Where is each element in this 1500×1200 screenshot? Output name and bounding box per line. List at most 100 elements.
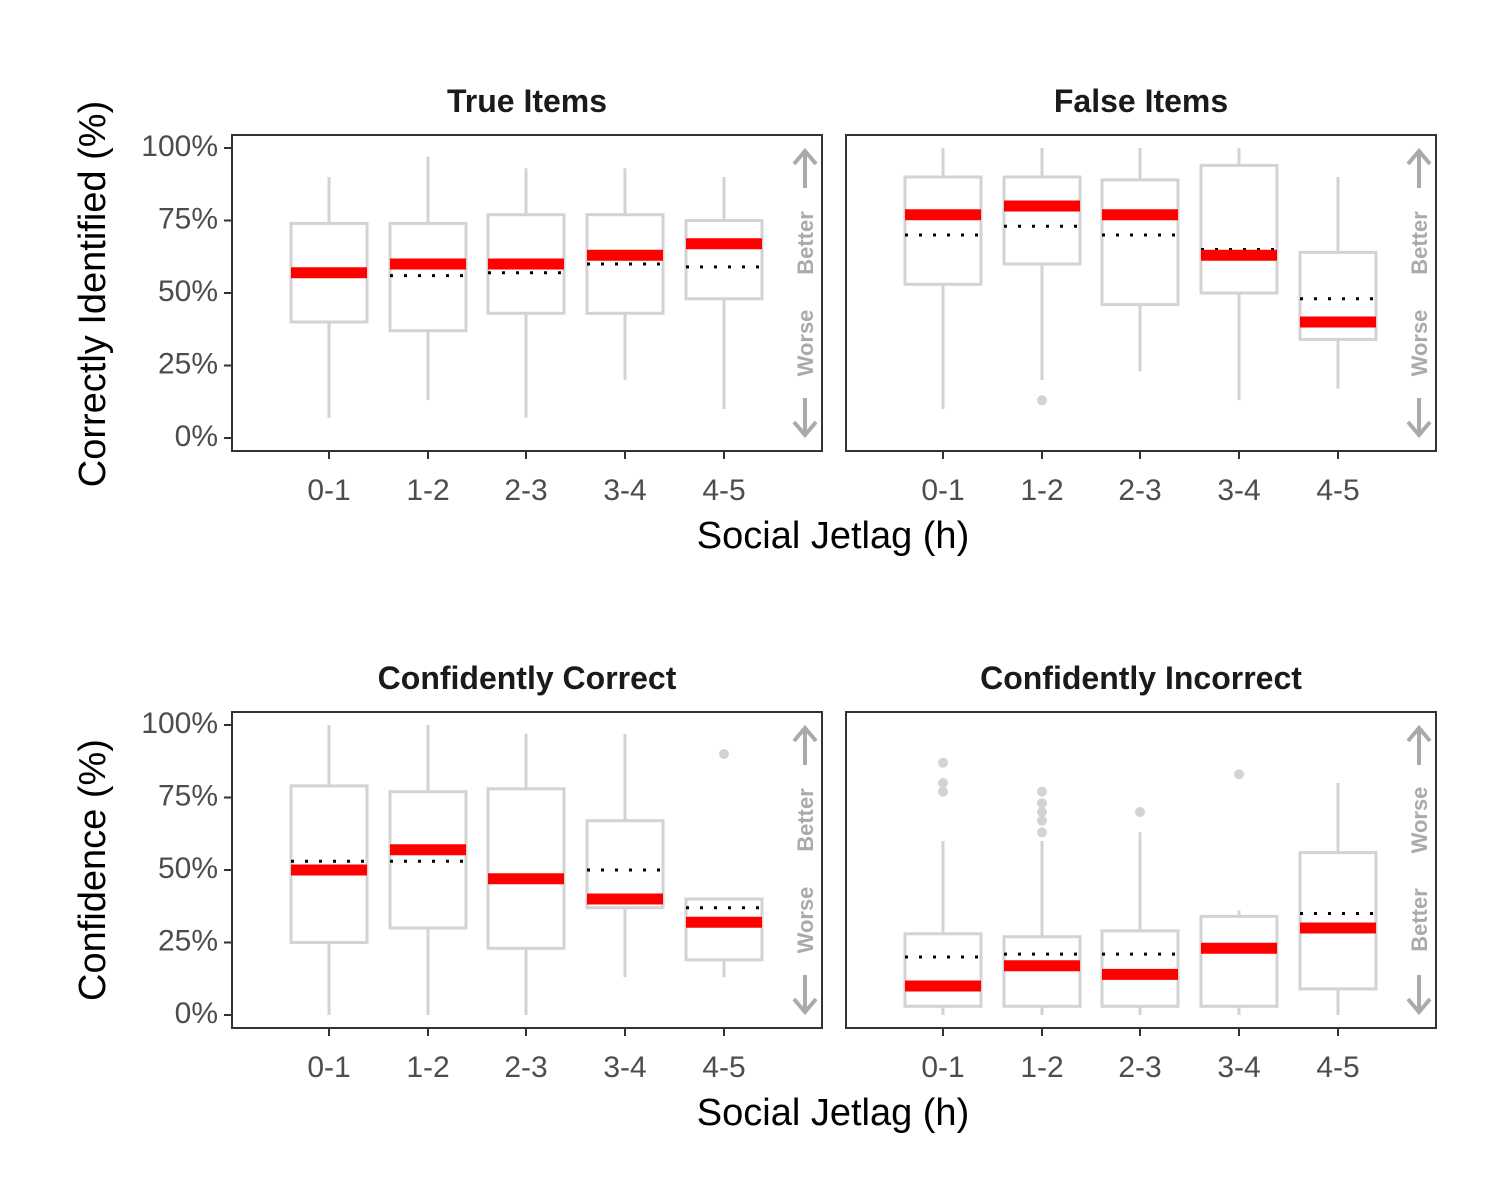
x-tick-label: 2-3	[504, 1051, 547, 1084]
direction-label-top: Better	[793, 788, 818, 852]
box-2-3	[1100, 807, 1180, 1015]
panels: True Items 0% 25% 50% 75% 100% 0-1 1-2 2-3 3-4 4-5…	[141, 83, 1437, 1084]
box-3-4	[1199, 148, 1279, 401]
arrow-down-icon	[792, 997, 818, 1016]
x-tick-label: 2-3	[1118, 474, 1161, 507]
x-tick-label: 1-2	[406, 1051, 449, 1084]
box-iqr	[1100, 178, 1180, 307]
x-tick-label: 1-2	[406, 474, 449, 507]
direction-annotation: Better Worse	[792, 724, 818, 1016]
panel-title: False Items	[1054, 83, 1228, 119]
x-tick-label: 0-1	[921, 474, 964, 507]
box-4-5	[684, 177, 764, 409]
box-iqr	[1100, 929, 1180, 1008]
y-axis-title-bottom: Confidence (%)	[72, 739, 114, 1001]
box-iqr	[903, 932, 983, 1008]
panel-frame	[845, 134, 1437, 452]
panel-3: Confidently Correct 0% 25% 50% 75% 100% 0-1 1-2…	[141, 660, 823, 1084]
direction-label-top: Worse	[1407, 787, 1432, 854]
x-tick-label: 4-5	[1316, 1051, 1359, 1084]
y-tick-label: 75%	[158, 202, 218, 235]
outlier-point	[938, 757, 948, 768]
y-tick-label: 75%	[158, 779, 218, 812]
x-tick-label: 0-1	[307, 474, 350, 507]
box-1-2	[388, 725, 468, 1015]
panel-4: Confidently Incorrect 0-1 1-2 2-3 3-4 4-5 Wors…	[845, 660, 1437, 1084]
arrow-up-icon	[1406, 147, 1432, 166]
box-1-2	[388, 156, 468, 401]
box-iqr	[289, 784, 369, 945]
outlier-point	[1234, 769, 1244, 780]
box-2-3	[486, 168, 566, 418]
x-axis-title-bottom: Social Jetlag (h)	[697, 1092, 969, 1134]
outlier-point	[1037, 815, 1047, 826]
box-iqr	[388, 221, 468, 333]
direction-label-bottom: Worse	[1407, 310, 1432, 377]
arrow-down-icon	[1406, 997, 1432, 1016]
y-tick-label: 50%	[158, 275, 218, 308]
x-tick-label: 1-2	[1020, 1051, 1063, 1084]
x-tick-label: 3-4	[603, 1051, 646, 1084]
y-axis-title-top: Correctly Identified (%)	[72, 101, 114, 487]
outlier-point	[938, 786, 948, 797]
box-0-1	[289, 725, 369, 1015]
box-iqr	[1199, 914, 1279, 1008]
panel-2: False Items 0-1 1-2 2-3 3-4 4-5 Better Worse	[845, 83, 1437, 507]
direction-annotation: Better Worse	[1406, 147, 1432, 439]
box-0-1	[289, 177, 369, 418]
x-tick-label: 3-4	[603, 474, 646, 507]
x-tick-label: 3-4	[1217, 474, 1260, 507]
direction-label-bottom: Worse	[793, 887, 818, 954]
arrow-down-icon	[792, 420, 818, 439]
x-tick-label: 0-1	[921, 1051, 964, 1084]
panel-title: Confidently Correct	[378, 660, 677, 696]
outlier-point	[1037, 786, 1047, 797]
box-4-5	[684, 749, 764, 978]
x-tick-label: 4-5	[702, 474, 745, 507]
y-tick-label: 25%	[158, 924, 218, 957]
direction-annotation: Better Worse	[792, 147, 818, 439]
arrow-down-icon	[1406, 420, 1432, 439]
x-tick-label: 4-5	[1316, 474, 1359, 507]
box-iqr	[1298, 851, 1378, 991]
box-iqr	[585, 819, 665, 910]
box-iqr	[388, 790, 468, 930]
y-tick-label: 50%	[158, 852, 218, 885]
box-0-1	[903, 757, 983, 1015]
box-iqr	[1002, 935, 1082, 1008]
box-1-2	[1002, 148, 1082, 406]
direction-annotation: Worse Better	[1406, 724, 1432, 1016]
direction-label-bottom: Better	[1407, 888, 1432, 952]
outlier-point	[938, 778, 948, 788]
y-tick-label: 100%	[141, 130, 218, 163]
x-tick-label: 4-5	[702, 1051, 745, 1084]
box-iqr	[486, 787, 566, 950]
outlier-point	[1037, 395, 1047, 406]
box-iqr	[684, 219, 764, 301]
x-tick-label: 2-3	[1118, 1051, 1161, 1084]
x-tick-label: 2-3	[504, 474, 547, 507]
y-tick-label: 0%	[175, 420, 218, 453]
box-3-4	[1199, 769, 1279, 1015]
box-iqr	[1199, 163, 1279, 295]
x-tick-label: 1-2	[1020, 474, 1063, 507]
arrow-up-icon	[792, 147, 818, 166]
outlier-point	[1037, 798, 1047, 809]
y-tick-label: 25%	[158, 347, 218, 380]
box-iqr	[1002, 175, 1082, 266]
box-3-4	[585, 733, 665, 978]
box-2-3	[486, 733, 566, 1015]
box-3-4	[585, 168, 665, 380]
arrow-up-icon	[792, 724, 818, 743]
outlier-point	[1135, 807, 1145, 817]
box-4-5	[1298, 783, 1378, 1015]
panel-1: True Items 0% 25% 50% 75% 100% 0-1 1-2 2-3 3-4 4-5…	[141, 83, 823, 507]
x-tick-label: 3-4	[1217, 1051, 1260, 1084]
box-iqr	[903, 175, 983, 286]
direction-label-top: Better	[1407, 211, 1432, 275]
box-iqr	[684, 897, 764, 962]
box-4-5	[1298, 177, 1378, 389]
box-iqr	[585, 213, 665, 315]
direction-label-top: Better	[793, 211, 818, 275]
